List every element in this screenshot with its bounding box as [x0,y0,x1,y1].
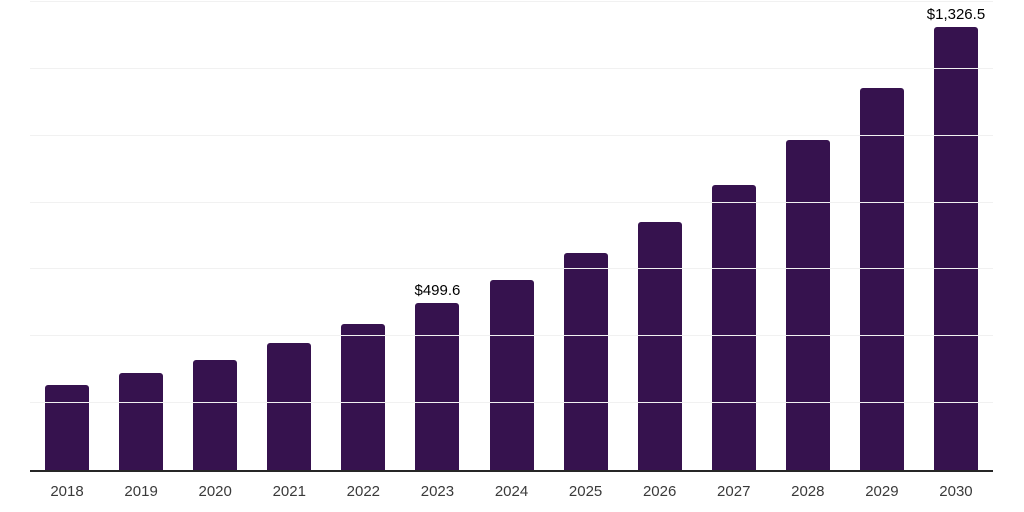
gridline-1400 [30,1,993,2]
data-label-2030: $1,326.5 [926,5,986,23]
bar-2021 [267,343,312,470]
x-tick-label-2025: 2025 [568,483,603,500]
bar-column-2028 [771,2,845,470]
x-tick-label-2021: 2021 [272,483,306,500]
bar-column-2020 [178,2,252,470]
bar-column-2025 [549,2,623,470]
bar-column-2024 [474,2,548,470]
bar-2024 [489,279,534,470]
x-tick-label-2023: 2023 [420,483,455,500]
bar-column-2029 [845,2,919,470]
x-axis-labels: 2018 2019 2020 2021 2022 2023 2024 2025 2026 2027… [30,483,993,500]
bar-2022 [341,323,386,470]
bar-column-2022 [326,2,400,470]
bar-column-2027 [697,2,771,470]
bar-2029 [859,88,904,470]
gridline-1000 [30,134,993,136]
x-tick-label-2030: 2030 [939,483,973,500]
bar-2027 [711,184,756,470]
x-tick-label-2020: 2020 [198,483,232,500]
bar-2020 [193,360,238,470]
x-tick-label-2029: 2029 [865,483,899,500]
bar-column-2018 [30,2,104,470]
x-tick-label-2024: 2024 [494,483,529,500]
bar-2028 [785,140,830,470]
x-tick-label-2019: 2019 [124,483,158,500]
bar-2025 [563,252,608,470]
bar-column-2019 [104,2,178,470]
plot-area: $499.6 $1,326.5 [30,1,993,472]
bar-2018 [45,385,90,470]
x-tick-label-2026: 2026 [642,483,677,500]
gridline-200 [30,402,993,404]
gridline-1200 [30,67,993,69]
bar-2026 [637,221,682,470]
bar-2023: $499.6 [414,282,460,470]
bar-column-2021 [252,2,326,470]
gridline-400 [30,335,993,337]
bar-column-2026 [623,2,697,470]
data-label-2023: $499.6 [414,282,461,299]
bars-row: $499.6 $1,326.5 [30,2,993,470]
bar-2030: $1,326.5 [927,6,985,470]
gridline-600 [30,268,993,270]
x-tick-label-2022: 2022 [346,483,381,500]
bar-column-2023: $499.6 [400,2,474,470]
bar-2019 [119,373,164,470]
x-tick-label-2028: 2028 [791,483,825,500]
x-tick-label-2027: 2027 [717,483,751,500]
x-tick-label-2018: 2018 [50,483,84,500]
bar-column-2030: $1,326.5 [919,2,993,470]
gridline-800 [30,201,993,203]
